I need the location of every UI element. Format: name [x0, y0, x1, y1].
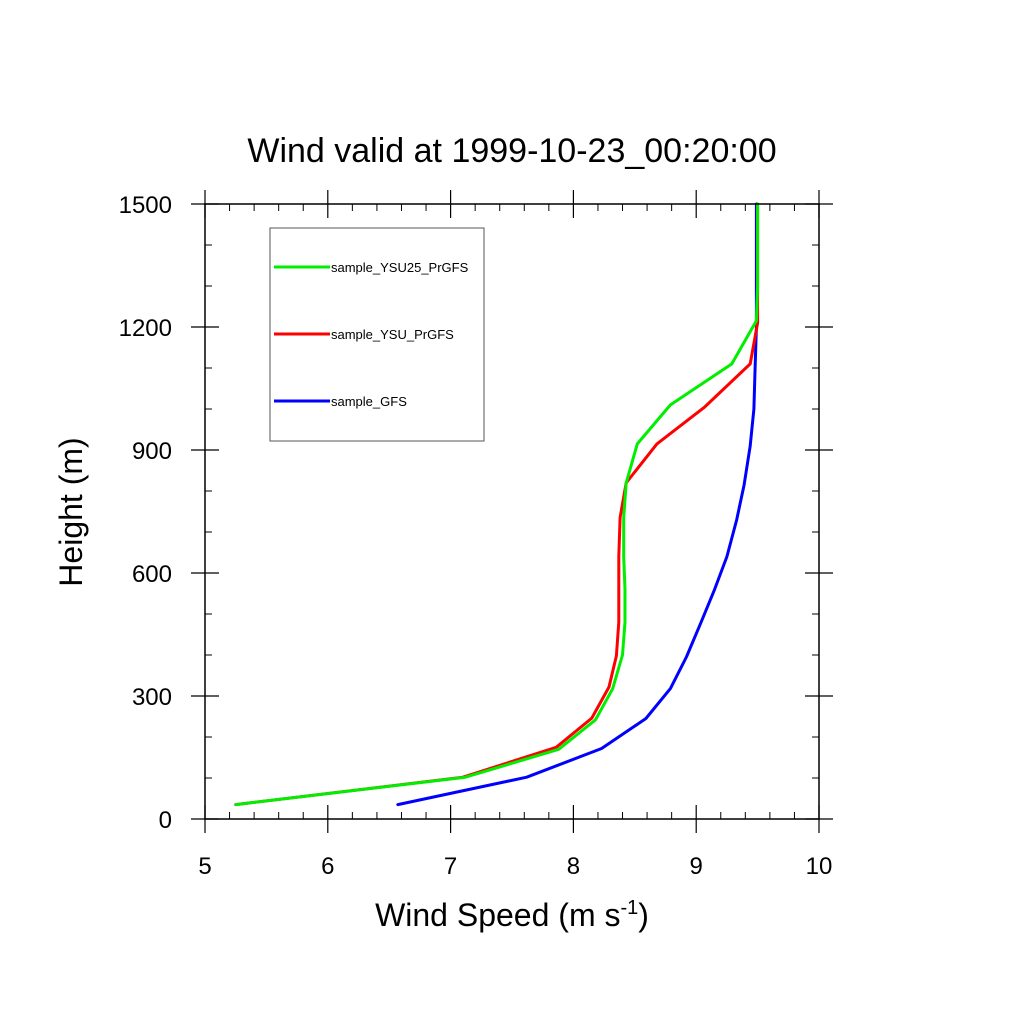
x-axis-title-close: ) [638, 897, 649, 933]
x-tick-label: 8 [567, 853, 580, 880]
plot-frame [204, 203, 820, 820]
x-axis-title-superscript: -1 [620, 897, 638, 919]
data-series [234, 202, 760, 807]
series-line-sample-ysu25-prgfs [234, 202, 760, 807]
legend-label: sample_YSU_PrGFS [331, 327, 454, 342]
legend-label: sample_YSU25_PrGFS [331, 260, 469, 275]
y-tick-label: 0 [159, 807, 172, 834]
chart-title: Wind valid at 1999-10-23_00:20:00 [247, 132, 776, 170]
y-tick-label: 300 [132, 684, 172, 711]
x-tick-label: 6 [321, 853, 334, 880]
x-tick-label: 5 [198, 853, 211, 880]
x-tick-label: 9 [690, 853, 703, 880]
y-axis-title: Height (m) [53, 437, 89, 586]
legend-entries: sample_YSU25_PrGFS sample_YSU_PrGFSsample… [274, 260, 469, 409]
y-tick-label: 600 [132, 561, 172, 588]
y-tick-label: 1200 [119, 315, 172, 342]
y-tick-label: 900 [132, 438, 172, 465]
y-tick-label: 1500 [119, 192, 172, 219]
legend-label: sample_GFS [331, 394, 407, 409]
tick-labels: 5 6 7 8 9 10 0 300 600 900 1200 1500 [119, 192, 833, 880]
x-axis-title-main: Wind Speed (m s [375, 897, 620, 933]
legend: sample_YSU25_PrGFS sample_YSU_PrGFSsample… [269, 227, 485, 442]
x-tick-label: 7 [444, 853, 457, 880]
x-tick-label: 10 [806, 853, 833, 880]
x-axis-title: Wind Speed (m s-1) [375, 897, 649, 933]
